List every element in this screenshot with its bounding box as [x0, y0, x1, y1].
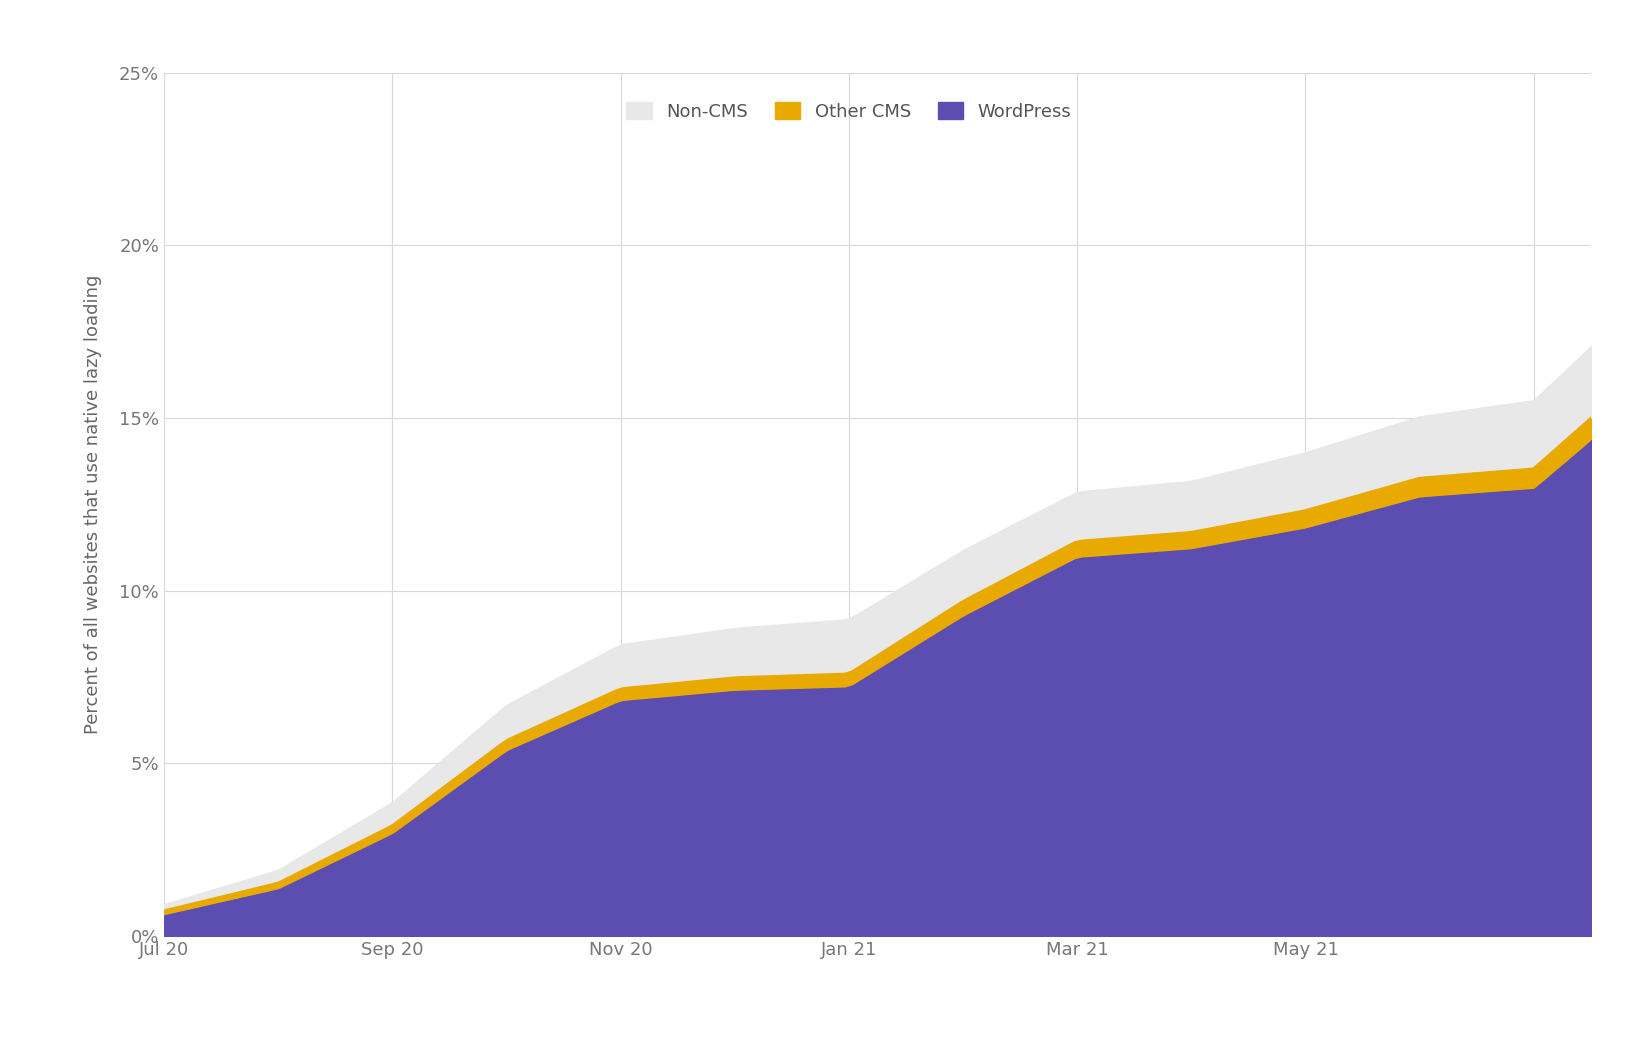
Legend: Non-CMS, Other CMS, WordPress: Non-CMS, Other CMS, WordPress	[620, 95, 1078, 128]
Y-axis label: Percent of all websites that use native lazy loading: Percent of all websites that use native …	[84, 275, 102, 734]
